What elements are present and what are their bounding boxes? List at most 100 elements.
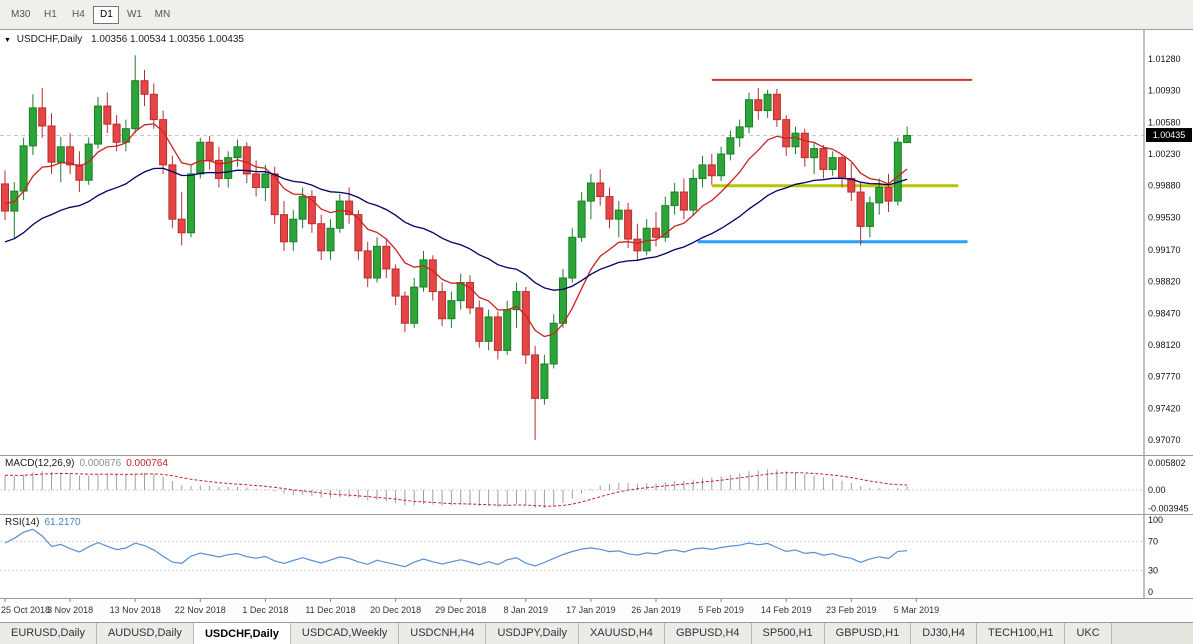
symbol-tab-bar[interactable]: EURUSD,Daily AUDUSD,Daily USDCHF,Daily USDC… <box>0 622 1193 644</box>
timeframe-button-d1[interactable]: D1 <box>93 5 120 24</box>
symbol-tab-sp500[interactable]: SP500,H1 <box>751 623 825 644</box>
timeframe-button-mn[interactable]: MN <box>154 8 171 20</box>
symbol-tab-eurusd[interactable]: EURUSD,Daily <box>0 623 97 644</box>
candle <box>605 196 614 220</box>
candle <box>168 164 177 220</box>
chart-symbol-label: USDCHF,Daily <box>16 34 83 45</box>
candle <box>56 146 65 163</box>
date-label: 20 Dec 2018 <box>370 605 421 615</box>
price-axis-label: 0.99880 <box>1148 181 1181 191</box>
candle <box>159 119 168 166</box>
macd-chart[interactable]: 0.005802 0.00 -0.003945 <box>0 456 1193 514</box>
macd-name: MACD(12,26,9) <box>5 458 75 469</box>
candle <box>326 227 335 252</box>
timeframe-button-h4[interactable]: H4 <box>72 8 85 20</box>
candle <box>856 191 865 227</box>
date-label: 14 Feb 2019 <box>761 605 812 615</box>
candle <box>875 187 884 204</box>
price-axis-label: 0.98120 <box>1148 340 1181 350</box>
price-axis-label: 1.01280 <box>1148 54 1181 64</box>
ma-fast <box>4 123 908 338</box>
rsi-chart[interactable]: 100 70 30 0 <box>0 515 1193 598</box>
date-label: 5 Mar 2019 <box>894 605 940 615</box>
candle <box>586 182 595 202</box>
candle <box>345 200 354 216</box>
chart-ohlc-values: 1.00356 1.00534 1.00356 1.00435 <box>91 34 244 45</box>
candle <box>373 245 381 279</box>
candle <box>540 363 549 399</box>
candle <box>456 282 465 302</box>
date-axis[interactable]: 25 Oct 2018 3 Nov 2018 13 Nov 2018 22 Nov 2… <box>0 598 1193 622</box>
timeframe-button-w1[interactable]: W1 <box>126 8 142 20</box>
symbol-tab-gbpusd[interactable]: GBPUSD,H1 <box>824 623 912 644</box>
candle <box>149 93 158 121</box>
candle <box>745 99 753 128</box>
symbol-tab-dj30[interactable]: DJ30,H4 <box>911 623 978 644</box>
symbol-tab-usdjpy[interactable]: USDJPY,Daily <box>486 623 579 644</box>
candle <box>772 93 781 121</box>
candle <box>679 191 688 211</box>
date-label: 1 Dec 2018 <box>242 605 288 615</box>
timeframe-toolbar: M30 H1 H4 D1 W1 MN <box>0 0 1193 30</box>
candle <box>307 196 316 225</box>
candle <box>559 277 567 324</box>
rsi-line <box>4 528 908 568</box>
candle <box>289 218 298 243</box>
symbol-tab-audusd[interactable]: AUDUSD,Daily <box>96 623 194 644</box>
date-label: 17 Jan 2019 <box>566 605 616 615</box>
symbol-tab-usdchf[interactable]: USDCHF,Daily <box>193 623 291 644</box>
rsi-axis-label: 0 <box>1148 587 1153 597</box>
candle <box>633 238 642 252</box>
candle <box>38 107 47 127</box>
symbol-tab-tech100[interactable]: TECH100,H1 <box>977 623 1066 644</box>
price-axis-label: 0.98470 <box>1148 308 1181 318</box>
candle <box>75 164 84 181</box>
candle <box>410 286 419 324</box>
candle <box>428 259 437 293</box>
price-axis-label: 0.97770 <box>1148 372 1181 382</box>
main-chart-panel[interactable]: 1.01280 1.00930 1.00580 1.00230 0.99880 0.995… <box>0 30 1193 455</box>
price-axis-label: 0.97420 <box>1148 403 1181 413</box>
chart-dropdown-icon[interactable]: ▼ <box>4 37 11 44</box>
symbol-tab-usdcnh[interactable]: USDCNH,H4 <box>399 623 487 644</box>
date-label: 29 Dec 2018 <box>435 605 486 615</box>
candle <box>624 209 633 240</box>
macd-panel[interactable]: 0.005802 0.00 -0.003945 <box>0 455 1193 514</box>
symbol-tab-gbpusd[interactable]: GBPUSD,H4 <box>664 623 752 644</box>
candle <box>298 196 307 220</box>
candle <box>28 107 37 147</box>
timeframe-button-m30[interactable]: M30 <box>11 8 31 20</box>
candle <box>717 153 726 177</box>
candle <box>419 259 428 288</box>
candlestick-chart[interactable]: 1.01280 1.00930 1.00580 1.00230 0.99880 0.995… <box>0 30 1193 455</box>
rsi-panel[interactable]: 100 70 30 0 <box>0 514 1193 598</box>
candle <box>652 227 660 238</box>
rsi-indicator-label: RSI(14) 61.2170 <box>5 517 81 528</box>
date-label: 11 Dec 2018 <box>305 605 355 615</box>
ma-slow <box>4 167 908 291</box>
rsi-axis-label: 70 <box>1148 537 1158 547</box>
candle <box>131 80 140 130</box>
date-label: 8 Jan 2019 <box>504 605 549 615</box>
candle <box>94 105 102 145</box>
symbol-tab-xauusd[interactable]: XAUUSD,H4 <box>578 623 665 644</box>
candle <box>782 119 791 148</box>
symbol-tab-ukc[interactable]: UKC <box>1065 623 1112 644</box>
candle <box>596 182 605 198</box>
timeframe-button-h1[interactable]: H1 <box>44 8 57 20</box>
candle <box>112 123 121 143</box>
candle <box>66 146 75 166</box>
candle <box>280 214 288 243</box>
macd-signal-value: 0.000764 <box>126 458 168 469</box>
timeframe-button-group: M30 H1 H4 D1 W1 MN <box>6 5 177 24</box>
price-axis-label: 0.99170 <box>1148 245 1181 255</box>
macd-value: 0.000876 <box>79 458 122 469</box>
candle <box>242 146 251 175</box>
symbol-tab-usdcad[interactable]: USDCAD,Weekly <box>290 623 400 644</box>
rsi-value: 61.2170 <box>44 517 81 528</box>
candle <box>828 157 837 170</box>
candle <box>800 132 809 159</box>
date-label: 25 Oct 2018 <box>1 605 50 615</box>
date-label: 5 Feb 2019 <box>698 605 744 615</box>
